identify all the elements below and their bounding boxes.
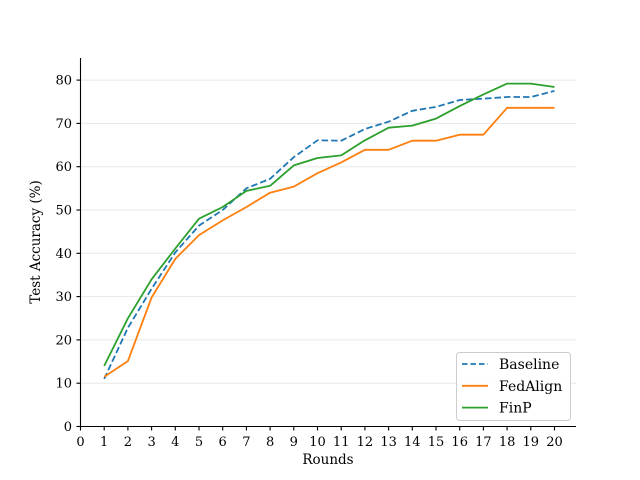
y-tick-label-20: 20 <box>55 333 72 348</box>
x-tick-label-2: 2 <box>124 435 132 450</box>
legend-label-baseline: Baseline <box>499 357 559 373</box>
x-tick-label-13: 13 <box>380 435 397 450</box>
x-tick-label-14: 14 <box>404 435 421 450</box>
legend: Baseline FedAlign FinP <box>456 352 571 421</box>
legend-entry-baseline: Baseline <box>462 357 559 373</box>
axes-spines <box>79 58 576 428</box>
y-tick-label-0: 0 <box>64 420 72 435</box>
legend-label-finp: FinP <box>499 401 532 417</box>
data-series-lines <box>103 82 555 380</box>
y-tick-label-60: 60 <box>55 160 72 175</box>
x-tick-label-12: 12 <box>357 435 374 450</box>
y-tick-label-10: 10 <box>55 377 72 392</box>
y-tick-label-70: 70 <box>55 117 72 132</box>
x-tick-label-16: 16 <box>451 435 468 450</box>
x-tick-label-7: 7 <box>242 435 250 450</box>
x-tick-label-19: 19 <box>523 435 540 450</box>
legend-label-fedalign: FedAlign <box>499 379 562 395</box>
axis-ticks <box>76 79 556 431</box>
x-tick-label-15: 15 <box>428 435 445 450</box>
x-tick-label-20: 20 <box>546 435 563 450</box>
y-tick-label-30: 30 <box>55 290 72 305</box>
x-tick-label-1: 1 <box>100 435 108 450</box>
x-tick-label-9: 9 <box>290 435 298 450</box>
series-line-baseline <box>103 90 555 380</box>
gridlines <box>80 79 576 384</box>
x-tick-label-17: 17 <box>475 435 492 450</box>
x-tick-label-10: 10 <box>309 435 326 450</box>
y-tick-label-80: 80 <box>55 74 72 89</box>
y-axis-label: Test Accuracy (%) <box>28 180 44 304</box>
legend-entry-fedalign: FedAlign <box>462 379 562 395</box>
x-tick-label-8: 8 <box>266 435 274 450</box>
legend-entry-finp: FinP <box>462 401 532 417</box>
legend-box <box>456 352 571 421</box>
x-tick-label-0: 0 <box>76 435 84 450</box>
x-axis-label: Rounds <box>302 452 353 468</box>
x-tick-label-6: 6 <box>219 435 227 450</box>
x-tick-label-5: 5 <box>195 435 203 450</box>
x-tick-label-11: 11 <box>333 435 350 450</box>
x-tick-label-3: 3 <box>147 435 155 450</box>
x-tick-label-18: 18 <box>499 435 516 450</box>
series-line-finp <box>103 82 555 367</box>
series-line-fedalign <box>103 106 555 378</box>
y-tick-label-40: 40 <box>55 247 72 262</box>
y-tick-label-50: 50 <box>55 204 72 219</box>
x-tick-label-4: 4 <box>171 435 179 450</box>
